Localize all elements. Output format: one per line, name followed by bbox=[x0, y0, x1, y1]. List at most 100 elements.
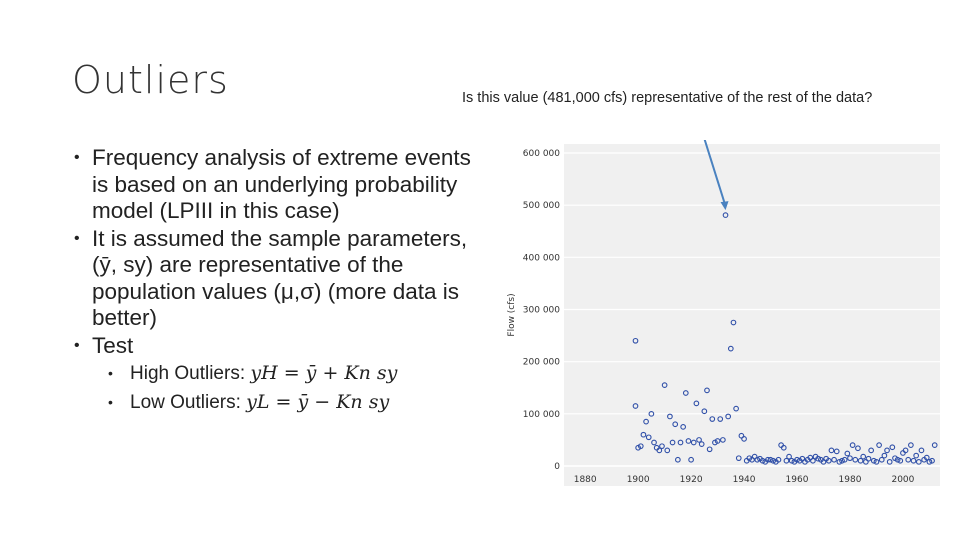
flow-scatter-chart: 0 100 000 200 000 300 000 400 000 500 000 600 … bbox=[507, 140, 940, 486]
data-point bbox=[767, 456, 774, 463]
data-point bbox=[794, 456, 800, 463]
bullet-dot-icon: • bbox=[108, 394, 113, 410]
high-outlier-formula: yH = ȳ + Kn sy bbox=[250, 362, 398, 384]
data-point bbox=[926, 458, 933, 465]
data-point bbox=[857, 457, 864, 464]
data-point bbox=[923, 454, 930, 461]
data-point bbox=[709, 416, 716, 422]
data-point bbox=[878, 456, 885, 463]
data-point bbox=[706, 446, 713, 453]
data-point bbox=[717, 416, 724, 422]
data-point bbox=[929, 457, 935, 464]
bullet-dot-icon: • bbox=[108, 365, 113, 381]
data-point bbox=[876, 442, 882, 448]
y-tick-label: 600 000 bbox=[523, 149, 560, 159]
data-point bbox=[910, 457, 917, 464]
data-point bbox=[759, 457, 766, 464]
data-point bbox=[727, 345, 734, 352]
data-point bbox=[667, 413, 673, 420]
data-point bbox=[897, 457, 904, 464]
data-point bbox=[847, 455, 853, 462]
data-point bbox=[931, 442, 938, 448]
data-point bbox=[770, 457, 777, 464]
data-point bbox=[722, 212, 729, 218]
data-point bbox=[868, 447, 875, 454]
data-point bbox=[889, 444, 896, 451]
data-point bbox=[720, 437, 726, 443]
data-point bbox=[786, 453, 792, 460]
y-tick-label: 400 000 bbox=[523, 253, 560, 263]
data-point bbox=[645, 434, 652, 441]
slide-title: Outliers bbox=[72, 58, 229, 102]
data-point bbox=[669, 439, 676, 446]
data-point bbox=[839, 457, 845, 464]
data-point bbox=[677, 439, 684, 446]
data-point bbox=[656, 447, 663, 454]
y-axis-label: Flow (cfs) bbox=[507, 293, 517, 336]
data-point bbox=[698, 441, 705, 447]
x-tick-label: 1940 bbox=[733, 475, 756, 485]
sub-bullet-label: Low Outliers: bbox=[130, 392, 247, 413]
data-point bbox=[693, 400, 700, 407]
bullet-item: • Frequency analysis of extreme events i… bbox=[72, 145, 472, 225]
x-tick-label: 1980 bbox=[839, 475, 862, 485]
sub-bullet-item: • Low Outliers: yL = ȳ − Kn sy bbox=[72, 388, 472, 417]
data-point bbox=[831, 456, 837, 463]
data-point bbox=[870, 457, 877, 464]
data-point bbox=[664, 447, 671, 454]
data-point bbox=[865, 455, 872, 462]
data-point bbox=[680, 424, 687, 430]
data-point bbox=[852, 456, 859, 463]
data-point bbox=[637, 443, 644, 450]
y-tick-label: 100 000 bbox=[523, 410, 560, 420]
data-point bbox=[651, 439, 657, 446]
data-point bbox=[775, 456, 782, 463]
data-point bbox=[788, 457, 795, 464]
data-point bbox=[648, 410, 655, 417]
data-point bbox=[902, 447, 909, 454]
data-point bbox=[688, 456, 694, 463]
data-point bbox=[690, 439, 697, 446]
data-point bbox=[815, 455, 822, 462]
data-point bbox=[918, 447, 925, 454]
data-point bbox=[661, 382, 668, 388]
data-point bbox=[881, 452, 888, 459]
data-point bbox=[908, 442, 914, 448]
data-point bbox=[714, 438, 721, 444]
data-point bbox=[643, 418, 649, 425]
data-point bbox=[741, 436, 747, 442]
x-tick-label: 1880 bbox=[574, 475, 597, 485]
data-point bbox=[685, 438, 692, 444]
data-point bbox=[783, 457, 790, 464]
data-point bbox=[640, 431, 647, 438]
bullet-dot-icon: • bbox=[74, 336, 80, 354]
data-point bbox=[672, 421, 679, 428]
data-point bbox=[733, 405, 739, 412]
annotation-arrow bbox=[703, 140, 727, 207]
data-point bbox=[833, 448, 840, 455]
sub-bullet-item: • High Outliers: yH = ȳ + Kn sy bbox=[72, 359, 472, 388]
data-point bbox=[860, 453, 867, 460]
arrowhead-icon bbox=[720, 201, 729, 211]
data-point bbox=[836, 458, 843, 465]
chart-question: Is this value (481,000 cfs) representati… bbox=[462, 90, 873, 106]
data-point bbox=[730, 319, 737, 326]
bullet-text: It is assumed the sample parameters, (ȳ,… bbox=[92, 225, 468, 331]
data-point bbox=[828, 447, 835, 454]
y-tick-label: 500 000 bbox=[523, 201, 560, 211]
data-point bbox=[913, 452, 920, 459]
data-point bbox=[844, 450, 851, 457]
bullet-item: • It is assumed the sample parameters, (… bbox=[72, 226, 472, 332]
data-point bbox=[915, 458, 922, 465]
data-point bbox=[886, 458, 893, 465]
data-point bbox=[894, 456, 901, 463]
x-tick-label: 1920 bbox=[680, 475, 703, 485]
data-point bbox=[725, 413, 732, 420]
data-point bbox=[632, 403, 639, 409]
x-tick-label: 1960 bbox=[786, 475, 809, 485]
bullet-dot-icon: • bbox=[74, 149, 80, 166]
x-tick-label: 1900 bbox=[627, 475, 650, 485]
bullet-list: • Frequency analysis of extreme events i… bbox=[72, 145, 472, 417]
y-tick-label: 200 000 bbox=[523, 358, 560, 368]
data-point bbox=[632, 337, 639, 344]
